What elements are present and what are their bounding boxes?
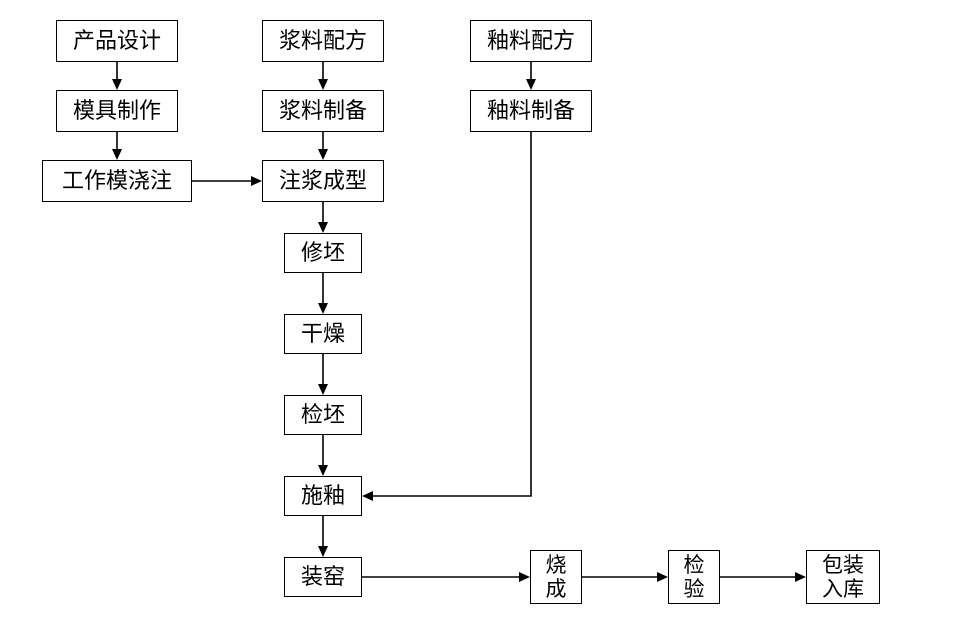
node-n10: 施釉 (284, 476, 362, 516)
arrowhead-n15-n16 (795, 572, 806, 582)
node-n3: 工作模浇注 (42, 160, 192, 202)
node-n13: 釉料制备 (470, 90, 592, 132)
arrowhead-n3-n6 (251, 176, 262, 186)
node-n14: 烧 成 (530, 550, 582, 604)
node-n8: 干燥 (284, 314, 362, 354)
node-n9: 检坯 (284, 395, 362, 435)
flowchart-canvas: 产品设计模具制作工作模浇注 浆料配方浆料制备注浆成型修坯干燥检坯施釉装窑 釉料配方釉… (0, 0, 964, 643)
arrowhead-n7-n8 (318, 303, 328, 314)
node-n6: 注浆成型 (262, 160, 384, 202)
node-n4: 浆料配方 (262, 20, 384, 62)
arrowhead-n12-n13 (526, 79, 536, 90)
arrowhead-n9-n10 (318, 465, 328, 476)
arrowhead-n10-n11 (318, 546, 328, 557)
arrowhead-n6-n7 (318, 222, 328, 233)
arrowhead-n1-n2 (112, 79, 122, 90)
node-n2: 模具制作 (56, 90, 178, 132)
arrowhead-n8-n9 (318, 384, 328, 395)
node-n12: 釉料配方 (470, 20, 592, 62)
edge-n13-n10 (372, 132, 531, 496)
arrowhead-n4-n5 (318, 79, 328, 90)
node-n15: 检 验 (668, 550, 720, 604)
arrowhead-n11-n14 (519, 572, 530, 582)
arrowhead-n2-n3 (112, 149, 122, 160)
node-n11: 装窑 (284, 557, 362, 597)
arrowhead-n14-n15 (657, 572, 668, 582)
node-n16: 包装 入库 (806, 550, 880, 604)
arrowhead-n5-n6 (318, 149, 328, 160)
node-n1: 产品设计 (56, 20, 178, 62)
node-n7: 修坯 (284, 233, 362, 273)
node-n5: 浆料制备 (262, 90, 384, 132)
arrowhead-n13-n10 (362, 491, 373, 501)
